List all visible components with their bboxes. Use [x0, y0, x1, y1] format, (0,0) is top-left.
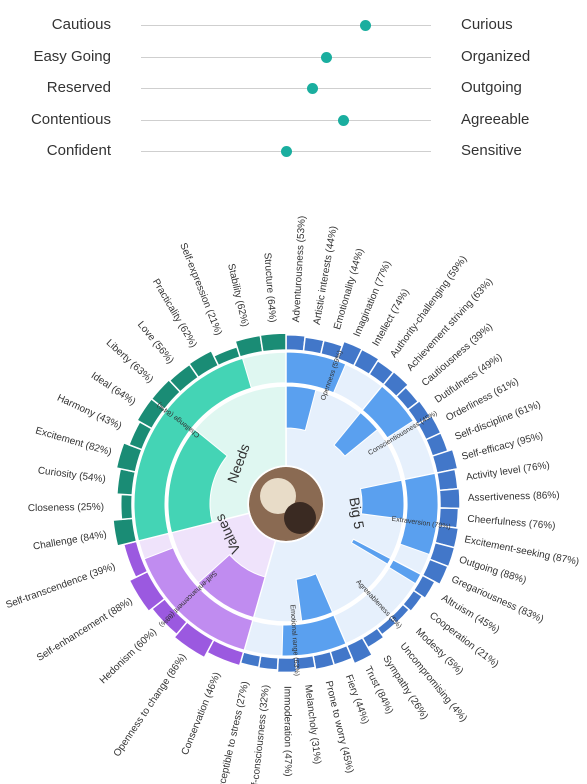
category-bar [143, 547, 254, 651]
category-bar [133, 357, 252, 542]
slider-right-label: Organized [461, 48, 531, 65]
slider-knob [306, 83, 318, 94]
slider-track [141, 120, 431, 121]
facet-label: Assertiveness (86%) [468, 490, 560, 504]
facet-bar [312, 650, 336, 671]
facet-label: Self-enhancement (88%) [35, 596, 135, 664]
slider-left-label: Cautious [51, 16, 111, 33]
slider-row: Easy Going Organized [0, 46, 587, 70]
slider-left-label: Reserved [46, 79, 111, 96]
slider-track [141, 88, 431, 89]
facet-label: Ideal (64%) [89, 370, 138, 408]
slider-left-label: Confident [46, 142, 111, 159]
slider-row: Cautious Curious [0, 14, 587, 38]
category-inner-bar [350, 538, 392, 565]
facet-bar [435, 468, 459, 492]
facet-label: Challenge (84%) [32, 529, 107, 552]
trait-sliders: Cautious Curious Easy Going Organized Reserv… [0, 0, 587, 170]
category-inner-bar [167, 428, 228, 534]
slider-knob [281, 146, 293, 157]
category-label: Emotional range (63%) [288, 604, 299, 676]
category-inner-bar [295, 573, 334, 622]
facet-label: Immoderation (47%) [281, 686, 293, 777]
facet-bar [119, 493, 134, 521]
facet-label: Self-transcendence (39%) [4, 561, 116, 611]
category-bar [388, 559, 422, 585]
slider-left-label: Contentious [30, 111, 111, 128]
facet-label: Harmony (43%) [55, 393, 123, 433]
category-bar [285, 351, 347, 394]
facet-label: Structure (64%) [261, 252, 277, 323]
slider-left-label: Easy Going [33, 48, 111, 65]
facet-label: Cheerfulness (76%) [467, 514, 556, 532]
facet-label: Activity level (76%) [465, 460, 550, 483]
facet-label: Gregariousness (83%) [450, 574, 546, 625]
facet-label: Adventurousness (53%) [291, 215, 308, 322]
slider-knob [337, 115, 349, 126]
facet-label: Liberty (63%) [104, 337, 155, 385]
category-inner-bar [359, 479, 405, 520]
facet-label: Curiosity (54%) [37, 465, 106, 485]
slider-right-label: Outgoing [461, 79, 522, 96]
slider-row: Contentious Agreeable [0, 109, 587, 133]
facet-bar [285, 333, 307, 352]
slider-right-label: Agreeable [461, 111, 530, 128]
facet-label: Melancholy (31%) [302, 684, 322, 765]
big5-center-label: Big 5 [346, 496, 367, 530]
facet-bar [257, 655, 279, 671]
facet-label: Artistic interests (44%) [312, 225, 340, 325]
avatar-highlight [260, 478, 296, 514]
facet-label: Love (56%) [135, 319, 176, 366]
slider-knob [359, 20, 371, 31]
sunburst-segments [112, 332, 461, 674]
avatar-shadow [284, 502, 316, 534]
slider-right-label: Curious [461, 16, 513, 33]
category-bar [399, 472, 439, 556]
facet-bar [438, 487, 461, 510]
slider-row: Confident Sensitive [0, 140, 587, 164]
category-inner-bar [333, 411, 379, 457]
facet-label: Hedonism (60%) [98, 627, 159, 687]
category-inner-bar [197, 554, 266, 619]
slider-knob [320, 52, 332, 63]
category-bar [281, 614, 347, 657]
facet-bar [116, 467, 137, 496]
facet-label: Excitement (82%) [34, 425, 113, 458]
facet-bar [259, 332, 287, 353]
category-inner-bar [285, 385, 317, 432]
slider-track [141, 25, 431, 26]
facet-bar [112, 517, 138, 547]
facet-label: Fiery (44%) [343, 673, 371, 725]
facet-label: Closeness (25%) [28, 502, 104, 514]
facet-label: Self-consciousness (32%) [249, 684, 272, 784]
category-bar [361, 385, 414, 439]
facet-label: Stability (62%) [225, 263, 250, 328]
avatar [249, 467, 323, 541]
slider-right-label: Sensitive [461, 142, 522, 159]
slider-row: Reserved Outgoing [0, 77, 587, 101]
facet-label: Susceptible to stress (27%) [214, 680, 252, 784]
facet-label: Conservation (46%) [180, 671, 223, 757]
slider-track [141, 57, 431, 58]
